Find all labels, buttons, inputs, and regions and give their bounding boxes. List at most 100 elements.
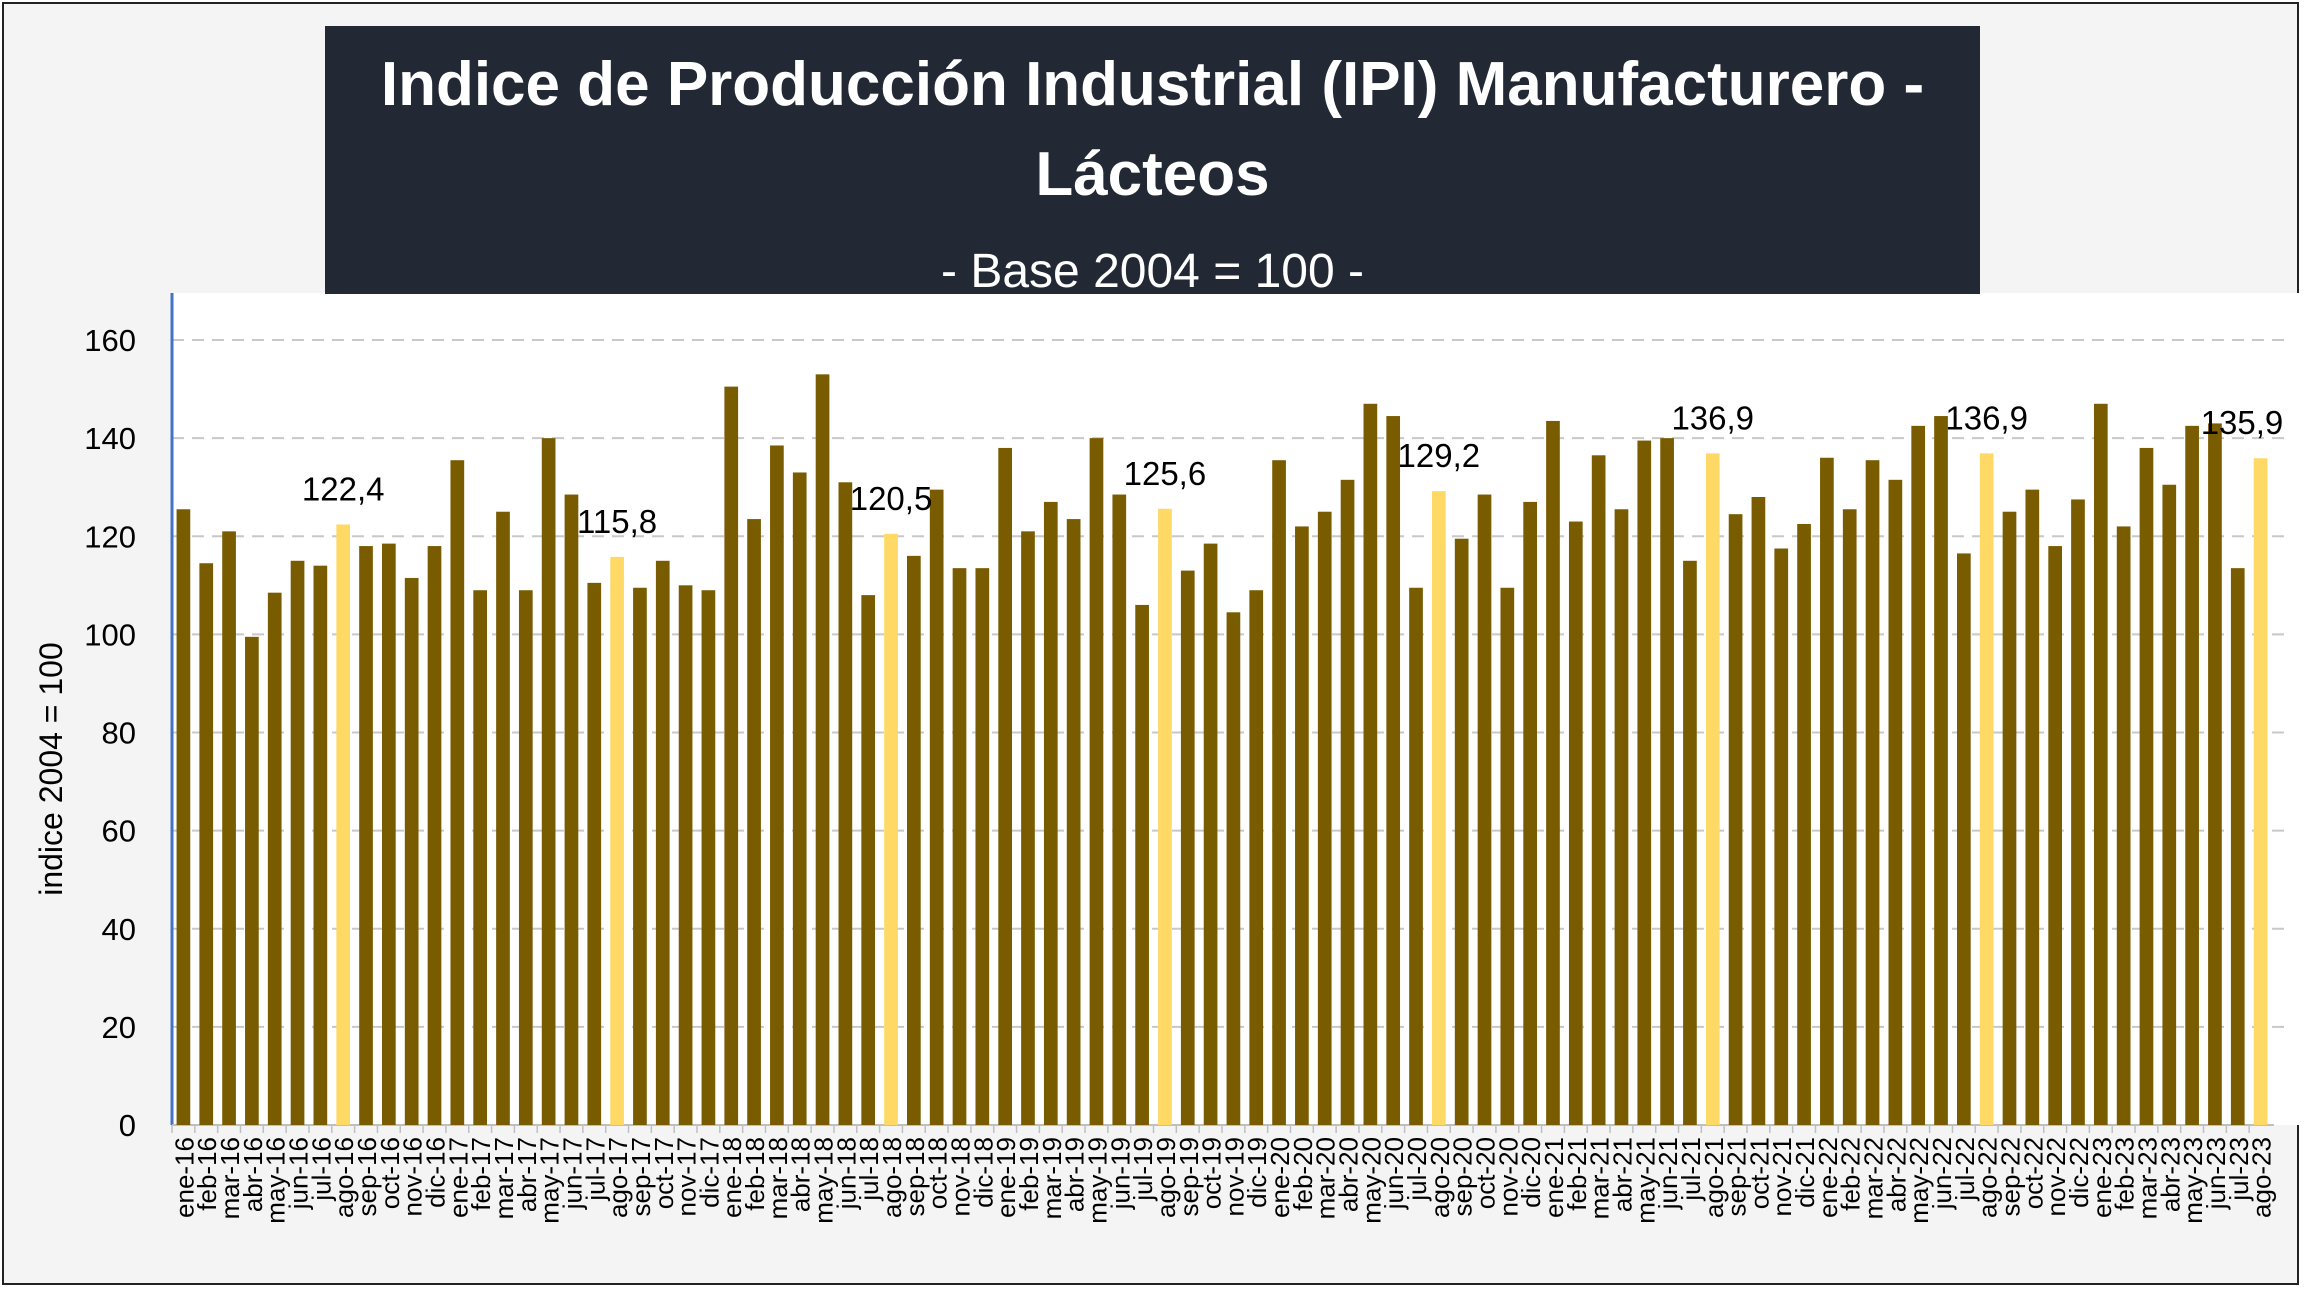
- bar: [2139, 447, 2154, 1125]
- x-tick-label: dic-20: [1516, 1137, 1546, 1208]
- x-tick-label: ene-17: [443, 1137, 473, 1218]
- bar: [518, 590, 533, 1125]
- x-tick-label: jun-16: [284, 1137, 314, 1210]
- data-label: 135,9: [2201, 404, 2284, 441]
- y-tick-label: 100: [84, 617, 136, 652]
- x-tick-label: nov-20: [1493, 1137, 1523, 1217]
- data-label: 136,9: [1671, 399, 1754, 436]
- bar: [1112, 494, 1127, 1125]
- x-tick-label: nov-18: [946, 1137, 976, 1217]
- bar: [496, 511, 510, 1125]
- x-tick-label: ago-22: [1973, 1137, 2003, 1218]
- bar: [1135, 604, 1149, 1125]
- bar: [1249, 590, 1264, 1125]
- bar: [1340, 479, 1355, 1125]
- x-tick-label: mar-22: [1859, 1137, 1889, 1219]
- x-tick-label: ene-19: [991, 1137, 1021, 1218]
- bar: [1043, 501, 1058, 1125]
- x-tick-label: feb-16: [192, 1137, 222, 1211]
- x-tick-label: jul-16: [306, 1137, 336, 1202]
- bar: [1180, 570, 1195, 1125]
- bar: [222, 531, 236, 1125]
- x-tick-label: feb-20: [1288, 1137, 1318, 1211]
- y-tick-label: 120: [84, 519, 136, 554]
- bar: [2162, 484, 2177, 1125]
- x-tick-label: ago-20: [1425, 1137, 1455, 1218]
- x-tick-label: ene-21: [1539, 1137, 1569, 1218]
- x-tick-label: ene-18: [717, 1137, 747, 1218]
- bar: [267, 592, 282, 1125]
- x-tick-label: mar-17: [489, 1137, 519, 1219]
- bar: [1797, 523, 1811, 1125]
- x-tick-label: mar-20: [1311, 1137, 1341, 1219]
- bar: [2208, 423, 2222, 1125]
- bar: [1979, 453, 1994, 1126]
- x-tick-label: feb-19: [1014, 1137, 1044, 1211]
- bar: [199, 563, 214, 1125]
- bar: [1842, 509, 1857, 1125]
- x-tick-label: abr-16: [238, 1137, 268, 1212]
- x-tick-label: jul-20: [1402, 1137, 1432, 1202]
- bar: [975, 568, 990, 1125]
- x-tick-label: jul-19: [1128, 1137, 1158, 1202]
- bar: [336, 524, 351, 1125]
- bar: [861, 595, 876, 1125]
- x-tick-label: may-23: [2178, 1137, 2208, 1224]
- x-tick-label: feb-17: [466, 1137, 496, 1211]
- x-tick-label: dic-16: [421, 1137, 451, 1208]
- bar: [176, 509, 191, 1125]
- bar: [678, 585, 693, 1125]
- x-tick-label: may-20: [1356, 1137, 1386, 1224]
- x-tick-label: mar-23: [2132, 1137, 2162, 1219]
- x-tick-label: may-19: [1082, 1137, 1112, 1224]
- bar: [1272, 460, 1286, 1125]
- x-tick-label: nov-19: [1219, 1137, 1249, 1217]
- y-tick-label: 80: [102, 716, 136, 751]
- bar: [2253, 458, 2268, 1126]
- bar: [1226, 612, 1241, 1125]
- x-tick-label: oct-18: [923, 1137, 953, 1209]
- bar: [564, 494, 579, 1125]
- bar: [1089, 438, 1104, 1125]
- data-label: 129,2: [1398, 437, 1481, 474]
- x-tick-label: jul-21: [1676, 1137, 1706, 1202]
- bar: [655, 560, 670, 1125]
- x-tick-label: sep-21: [1722, 1137, 1752, 1217]
- x-tick-label: oct-21: [1744, 1137, 1774, 1209]
- bar: [1546, 420, 1560, 1125]
- bar: [1386, 416, 1401, 1125]
- bar: [1568, 521, 1583, 1125]
- x-tick-label: ago-21: [1699, 1137, 1729, 1218]
- x-tick-label: oct-17: [649, 1137, 679, 1209]
- bar: [1911, 425, 1926, 1125]
- bar: [473, 590, 487, 1125]
- x-tick-label: jun-19: [1105, 1137, 1135, 1210]
- bar: [952, 568, 967, 1125]
- bar: [838, 482, 853, 1125]
- x-tick-label: ago-23: [2247, 1137, 2277, 1218]
- bar: [1158, 508, 1172, 1125]
- x-tick-label: ene-23: [2087, 1137, 2117, 1218]
- y-tick-label: 60: [102, 814, 136, 849]
- x-tick-label: sep-18: [900, 1137, 930, 1217]
- x-tick-label: mar-21: [1585, 1137, 1615, 1219]
- bar: [907, 555, 921, 1125]
- x-tick-label: dic-17: [694, 1137, 724, 1208]
- y-tick-label: 40: [102, 912, 136, 947]
- bar: [2025, 489, 2040, 1125]
- data-label: 125,6: [1124, 455, 1207, 492]
- x-tick-label: sep-19: [1174, 1137, 1204, 1217]
- x-tick-label: jun-17: [557, 1137, 587, 1210]
- x-tick-label: nov-21: [1767, 1137, 1797, 1217]
- bar: [245, 636, 259, 1125]
- bar: [2116, 526, 2131, 1125]
- x-tick-label: oct-22: [2018, 1137, 2048, 1209]
- bar: [1409, 587, 1423, 1125]
- bar: [2230, 568, 2245, 1125]
- chart-title: Indice de Producción Industrial (IPI) Ma…: [380, 50, 1925, 209]
- bar: [1934, 416, 1948, 1125]
- bar: [1614, 509, 1629, 1125]
- x-tick-label: nov-17: [672, 1137, 702, 1217]
- x-tick-label: feb-22: [1836, 1137, 1866, 1211]
